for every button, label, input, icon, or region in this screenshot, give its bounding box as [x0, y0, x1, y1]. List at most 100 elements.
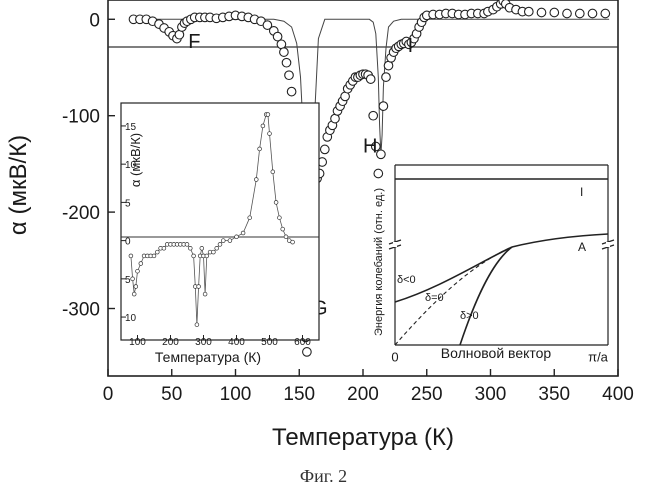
data-point: [374, 169, 383, 178]
inset-alpha-plot: 100200300400500600151050510 Температура …: [121, 103, 319, 365]
delta-pos-label: δ>0: [460, 310, 479, 322]
inset1-data-point: [192, 254, 196, 258]
inset1-x-tick-label: 300: [195, 337, 212, 348]
data-point: [601, 9, 610, 18]
inset1-data-point: [205, 254, 209, 258]
inset1-data-point: [215, 246, 219, 250]
data-point: [379, 102, 388, 111]
inset1-y-tick-label: 0: [125, 237, 131, 248]
inset1-data-point: [281, 227, 285, 231]
peak-label: F: [188, 31, 200, 53]
data-point: [366, 75, 375, 84]
inset1-y-label: α (мкВ/К): [128, 133, 143, 187]
inset1-data-point: [136, 269, 140, 273]
inset1-data-point: [266, 113, 270, 117]
inset1-data-point: [195, 323, 199, 327]
inset1-data-point: [197, 285, 201, 289]
inset1-y-tick-label: 5: [125, 275, 131, 286]
branch-I-label: I: [580, 185, 583, 199]
inset2-x-label: Волновой вектор: [441, 345, 552, 361]
inset1-data-point: [221, 239, 225, 243]
inset1-data-point: [162, 246, 166, 250]
inset1-data-point: [212, 250, 216, 254]
data-point: [382, 73, 391, 82]
inset1-data-point: [268, 132, 272, 136]
data-point: [321, 145, 330, 154]
main-y-ticks: 0 -100 -200 -300: [62, 10, 115, 320]
inset2-x-tick-pi: π/a: [588, 350, 609, 365]
data-point: [576, 9, 585, 18]
peak-label: H: [363, 135, 377, 157]
data-point: [537, 8, 546, 17]
inset1-data-point: [203, 292, 207, 296]
inset1-x-label: Температура (К): [155, 349, 261, 365]
inset1-data-point: [278, 216, 282, 220]
data-point: [303, 348, 312, 357]
inset1-data-point: [228, 239, 232, 243]
inset1-data-point: [274, 201, 278, 205]
inset1-data-point: [188, 246, 192, 250]
inset1-data-point: [185, 243, 189, 247]
inset1-y-tick-label: 15: [125, 122, 137, 133]
main-x-ticks: 0 50 100 150 200 250 300 350 400: [103, 369, 634, 405]
peak-label: I: [408, 35, 414, 57]
axis-break-left-gap: [393, 242, 397, 247]
inset1-x-tick-label: 500: [261, 337, 278, 348]
data-point: [369, 111, 378, 120]
delta-zero-label: δ=0: [425, 292, 444, 304]
inset1-data-point: [139, 262, 143, 266]
inset1-data-point: [235, 235, 239, 239]
inset1-data-point: [258, 147, 262, 151]
inset1-x-tick-label: 400: [228, 337, 245, 348]
data-point: [285, 71, 294, 80]
inset1-data-point: [261, 124, 265, 128]
inset1-data-point: [134, 285, 138, 289]
main-x-label: Температура (К): [272, 424, 454, 451]
main-x-tick-label: 200: [347, 384, 379, 405]
inset1-data-point: [132, 292, 136, 296]
inset1-data-point: [218, 243, 222, 247]
main-x-tick-label: 0: [103, 384, 114, 405]
inset1-data-point: [284, 235, 288, 239]
main-y-tick-label: 0: [89, 10, 100, 31]
inset1-data-point: [241, 231, 245, 235]
inset1-data-point: [152, 254, 156, 258]
inset1-data-point: [291, 240, 295, 244]
main-x-tick-label: 350: [538, 384, 570, 405]
axis-break-right-gap: [606, 242, 610, 247]
main-y-tick-label: -200: [62, 203, 100, 224]
inset2-x-tick-0: 0: [391, 350, 398, 365]
inset1-data-point: [200, 246, 204, 250]
inset1-x-tick-label: 100: [129, 337, 146, 348]
inset1-data-point: [129, 254, 133, 258]
inset1-data-point: [131, 277, 135, 281]
main-y-tick-label: -100: [62, 107, 100, 128]
main-x-tick-label: 300: [475, 384, 507, 405]
data-point: [377, 150, 386, 159]
figure-caption: Фиг. 2: [0, 466, 647, 487]
inset1-x-tick-label: 600: [294, 337, 311, 348]
main-x-tick-label: 50: [161, 384, 182, 405]
inset1-data-point: [155, 250, 159, 254]
inset1-data-point: [271, 170, 275, 174]
main-y-tick-label: -300: [62, 300, 100, 321]
main-x-tick-label: 400: [602, 384, 634, 405]
data-point: [287, 87, 296, 96]
inset-dispersion-plot: I A δ<0 δ=0 δ>0 0 π/a Волновой вектор Эн…: [373, 165, 614, 365]
branch-A-label: A: [578, 240, 586, 254]
data-point: [280, 48, 289, 57]
main-y-label: α (мкВ/К): [5, 135, 32, 235]
inset2-y-label: Энергия колебаний (отн. ед.): [373, 188, 385, 336]
peak-label: K: [507, 0, 521, 2]
inset1-data-point: [248, 216, 252, 220]
delta-neg-label: δ<0: [397, 274, 416, 286]
main-x-tick-label: 150: [283, 384, 315, 405]
data-point: [550, 8, 559, 17]
inset1-data-point: [254, 178, 258, 182]
main-x-tick-label: 250: [411, 384, 443, 405]
inset1-frame: [121, 103, 319, 340]
inset1-y-tick-label: 5: [125, 198, 131, 209]
main-x-tick-label: 100: [220, 384, 252, 405]
inset2-white: [395, 165, 608, 345]
